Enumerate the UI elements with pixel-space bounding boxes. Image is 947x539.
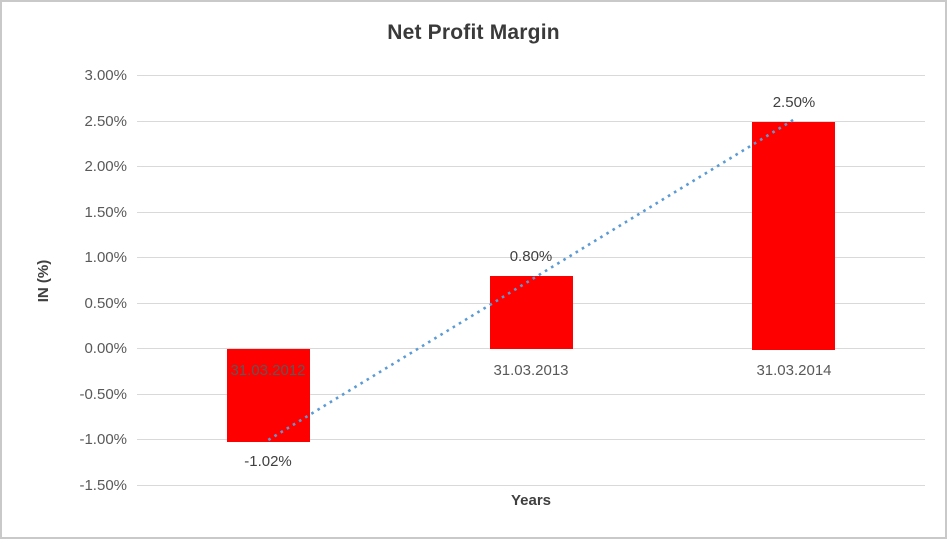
y-axis-tick-label: 0.50% — [84, 295, 127, 312]
y-axis-tick-label: 2.00% — [84, 158, 127, 175]
bar — [752, 122, 835, 350]
x-axis-title: Years — [510, 492, 552, 509]
y-axis-tick-label: -1.00% — [79, 431, 127, 448]
gridline — [137, 75, 925, 76]
y-axis-tick-label: 3.00% — [84, 67, 127, 84]
bar-data-label: -1.02% — [244, 453, 292, 470]
y-axis-tick-label: -0.50% — [79, 386, 127, 403]
y-axis-tick-label: -1.50% — [79, 477, 127, 494]
category-label: 31.03.2012 — [230, 362, 306, 379]
y-axis-tick-label: 0.00% — [84, 340, 127, 357]
gridline — [137, 485, 925, 486]
chart-title: Net Profit Margin — [387, 21, 560, 44]
category-label: 31.03.2013 — [493, 362, 569, 379]
bar — [490, 276, 573, 349]
bar-data-label: 0.80% — [509, 248, 553, 265]
y-axis-tick-label: 1.00% — [84, 249, 127, 266]
y-axis-tick-label: 1.50% — [84, 204, 127, 221]
y-axis-tick-label: 2.50% — [84, 113, 127, 130]
bar-data-label: 2.50% — [772, 94, 816, 111]
category-label: 31.03.2014 — [756, 362, 832, 379]
y-axis-title: IN (%) — [35, 259, 52, 303]
